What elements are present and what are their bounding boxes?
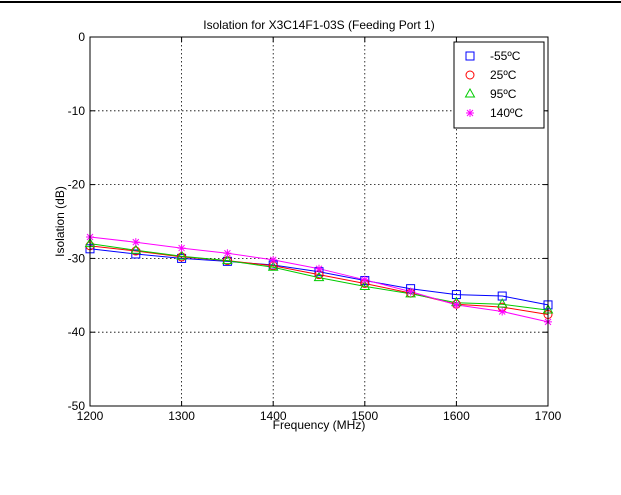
x-axis-label: Frequency (MHz) — [273, 418, 366, 432]
y-axis-label: Isolation (dB) — [53, 186, 67, 257]
data-point-marker — [452, 300, 461, 309]
data-point-marker — [130, 244, 142, 254]
y-tick-label: -30 — [68, 251, 86, 265]
data-point-marker — [313, 271, 325, 282]
y-tick-label: -20 — [68, 178, 86, 192]
series-line-2 — [89, 243, 549, 311]
data-point-marker — [359, 280, 371, 290]
data-point-marker — [267, 261, 279, 271]
legend-marker — [464, 87, 476, 98]
y-tick-label: -50 — [68, 399, 86, 413]
x-tick-label: 1400 — [260, 409, 287, 423]
legend-label: 95ºC — [490, 87, 517, 101]
data-point-marker — [131, 238, 140, 247]
data-point-marker — [131, 246, 141, 256]
data-point-marker — [177, 252, 187, 262]
data-point-marker — [222, 254, 233, 265]
data-point-marker — [269, 255, 278, 264]
top-border-line — [0, 1, 621, 3]
legend-marker — [465, 70, 475, 80]
data-point-marker — [405, 287, 416, 298]
y-tick-label: -40 — [68, 325, 86, 339]
legend-label: -55ºC — [490, 49, 521, 63]
chart-title: Isolation for X3C14F1-03S (Feeding Port … — [203, 18, 434, 32]
x-tick-label: 1500 — [351, 409, 378, 423]
y-tick-label: 0 — [78, 30, 85, 44]
series-lines — [89, 236, 549, 323]
series-line-1 — [89, 245, 549, 315]
y-tick-label: -10 — [68, 104, 86, 118]
data-point-marker — [496, 298, 508, 308]
x-tick-label: 1600 — [443, 409, 470, 423]
series-line-0 — [89, 248, 549, 306]
legend-label: 140ºC — [490, 106, 523, 120]
data-point-marker — [223, 249, 232, 258]
data-point-marker — [360, 275, 369, 284]
plot-area-frame — [89, 36, 549, 407]
x-tick-label: 1700 — [535, 409, 562, 423]
x-tick-label: 1200 — [77, 409, 104, 423]
legend-label: 25ºC — [490, 68, 517, 82]
legend-marker — [466, 109, 474, 117]
legend-marker — [465, 51, 475, 61]
legend: -55ºC 25ºC 95ºC 140ºC — [453, 41, 545, 129]
axis-ticks: 1200 1300 1400 1500 1600 1700 0 -10 -20 -30 -40 -50 — [68, 30, 562, 423]
series-line-3 — [89, 236, 549, 323]
data-point-marker — [176, 250, 187, 260]
data-point-marker — [498, 307, 507, 316]
data-point-marker — [177, 244, 186, 253]
data-point-marker — [406, 287, 415, 296]
data-point-marker — [131, 249, 141, 259]
data-point-marker — [315, 264, 323, 273]
x-tick-label: 1300 — [168, 409, 195, 423]
series-markers — [84, 232, 554, 326]
